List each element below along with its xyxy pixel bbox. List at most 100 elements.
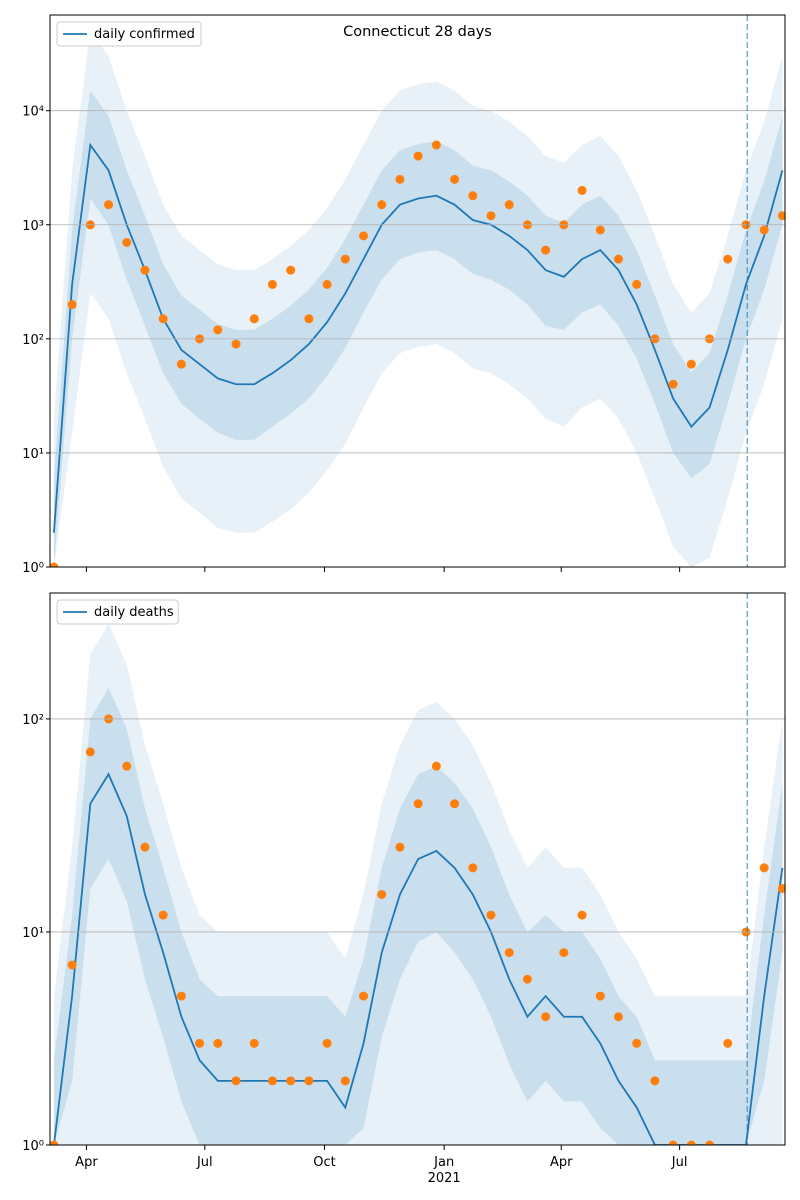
- median-line: [53, 772, 784, 1145]
- confidence-band: [53, 90, 783, 567]
- observed-point: [50, 562, 59, 567]
- y-tick-label: 10²: [22, 333, 44, 348]
- observed-point: [158, 910, 168, 920]
- axes-frame: [49, 14, 786, 568]
- observed-point: [450, 799, 460, 809]
- observed-point: [723, 254, 733, 264]
- legend-label: daily confirmed: [94, 27, 195, 42]
- observed-point: [377, 889, 387, 899]
- observed-point: [668, 1140, 678, 1145]
- observed-point: [541, 245, 551, 255]
- observed-point: [340, 1076, 350, 1086]
- observed-point: [759, 225, 769, 235]
- chart-title: Connecticut 28 days: [343, 24, 492, 40]
- observed-point: [213, 1038, 223, 1048]
- observed-point: [140, 265, 150, 275]
- observed-point: [613, 1012, 623, 1022]
- observed-point: [249, 314, 259, 324]
- observed-point: [304, 1076, 314, 1086]
- observed-point: [504, 200, 514, 210]
- observed-point: [176, 359, 186, 369]
- observed-point: [122, 761, 132, 771]
- observed-point: [377, 200, 387, 210]
- observed-point: [632, 279, 642, 289]
- observed-point: [195, 1038, 205, 1048]
- observed-point: [395, 174, 405, 184]
- observed-point: [504, 948, 514, 958]
- observed-point: [486, 910, 496, 920]
- observed-point: [632, 1038, 642, 1048]
- observed-point: [140, 842, 150, 852]
- observed-point: [686, 1140, 696, 1145]
- observed-point: [231, 339, 241, 349]
- axes-frame: [49, 592, 786, 1146]
- observed-point: [359, 231, 369, 241]
- observed-point: [231, 1076, 241, 1086]
- legend-box: [56, 21, 202, 47]
- observed-point: [705, 1140, 715, 1145]
- median-line: [53, 142, 784, 533]
- observed-point: [267, 1076, 277, 1086]
- observed-point: [777, 883, 785, 893]
- observed-point: [104, 200, 114, 210]
- observed-point: [122, 237, 132, 247]
- observed-point: [67, 300, 77, 310]
- legend-box: [56, 599, 179, 625]
- x-tick-sublabel: 2021: [428, 1171, 461, 1186]
- observed-point: [450, 174, 460, 184]
- x-tick-label: Jul: [196, 1155, 213, 1170]
- confidence-band: [53, 30, 783, 567]
- observed-point: [213, 325, 223, 335]
- observed-point: [50, 1140, 59, 1145]
- y-tick-label: 10³: [22, 219, 44, 234]
- y-tick-label: 10⁴: [22, 105, 44, 120]
- observed-point: [486, 211, 496, 221]
- observed-point: [522, 974, 532, 984]
- observed-point: [577, 910, 587, 920]
- x-tick-label: Oct: [313, 1155, 335, 1170]
- observed-point: [249, 1038, 259, 1048]
- observed-point: [613, 254, 623, 264]
- observed-point: [541, 1012, 551, 1022]
- observed-point: [559, 948, 569, 958]
- observed-point: [777, 211, 785, 221]
- observed-point: [431, 761, 441, 771]
- legend-label: daily deaths: [94, 605, 174, 620]
- x-tick-label: Jan: [433, 1155, 454, 1170]
- observed-point: [468, 191, 478, 201]
- observed-point: [340, 254, 350, 264]
- plot-area: [50, 623, 785, 1145]
- observed-point: [759, 863, 769, 873]
- observed-point: [650, 1076, 660, 1086]
- x-tick-label: Jul: [671, 1155, 688, 1170]
- y-tick-label: 10¹: [22, 926, 44, 941]
- observed-point: [413, 799, 423, 809]
- confidence-band: [53, 623, 783, 1145]
- observed-point: [686, 359, 696, 369]
- plot-area: [50, 30, 785, 567]
- observed-point: [322, 279, 332, 289]
- y-tick-label: 10⁰: [22, 1139, 44, 1154]
- observed-point: [595, 225, 605, 235]
- observed-point: [723, 1038, 733, 1048]
- observed-point: [322, 1038, 332, 1048]
- y-tick-label: 10¹: [22, 447, 44, 462]
- y-tick-label: 10⁰: [22, 561, 44, 576]
- observed-point: [158, 314, 168, 324]
- y-tick-label: 10²: [22, 713, 44, 728]
- confidence-band: [53, 687, 783, 1145]
- observed-point: [286, 1076, 296, 1086]
- observed-point: [413, 151, 423, 161]
- observed-point: [304, 314, 314, 324]
- observed-point: [431, 140, 441, 150]
- observed-point: [577, 185, 587, 195]
- observed-point: [668, 379, 678, 389]
- observed-point: [85, 747, 95, 757]
- observed-point: [286, 265, 296, 275]
- observed-point: [595, 991, 605, 1001]
- observed-point: [67, 960, 77, 970]
- observed-point: [267, 279, 277, 289]
- observed-point: [468, 863, 478, 873]
- observed-point: [395, 842, 405, 852]
